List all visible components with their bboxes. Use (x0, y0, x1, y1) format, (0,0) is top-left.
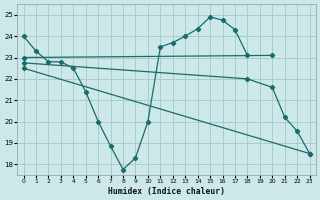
X-axis label: Humidex (Indice chaleur): Humidex (Indice chaleur) (108, 187, 225, 196)
